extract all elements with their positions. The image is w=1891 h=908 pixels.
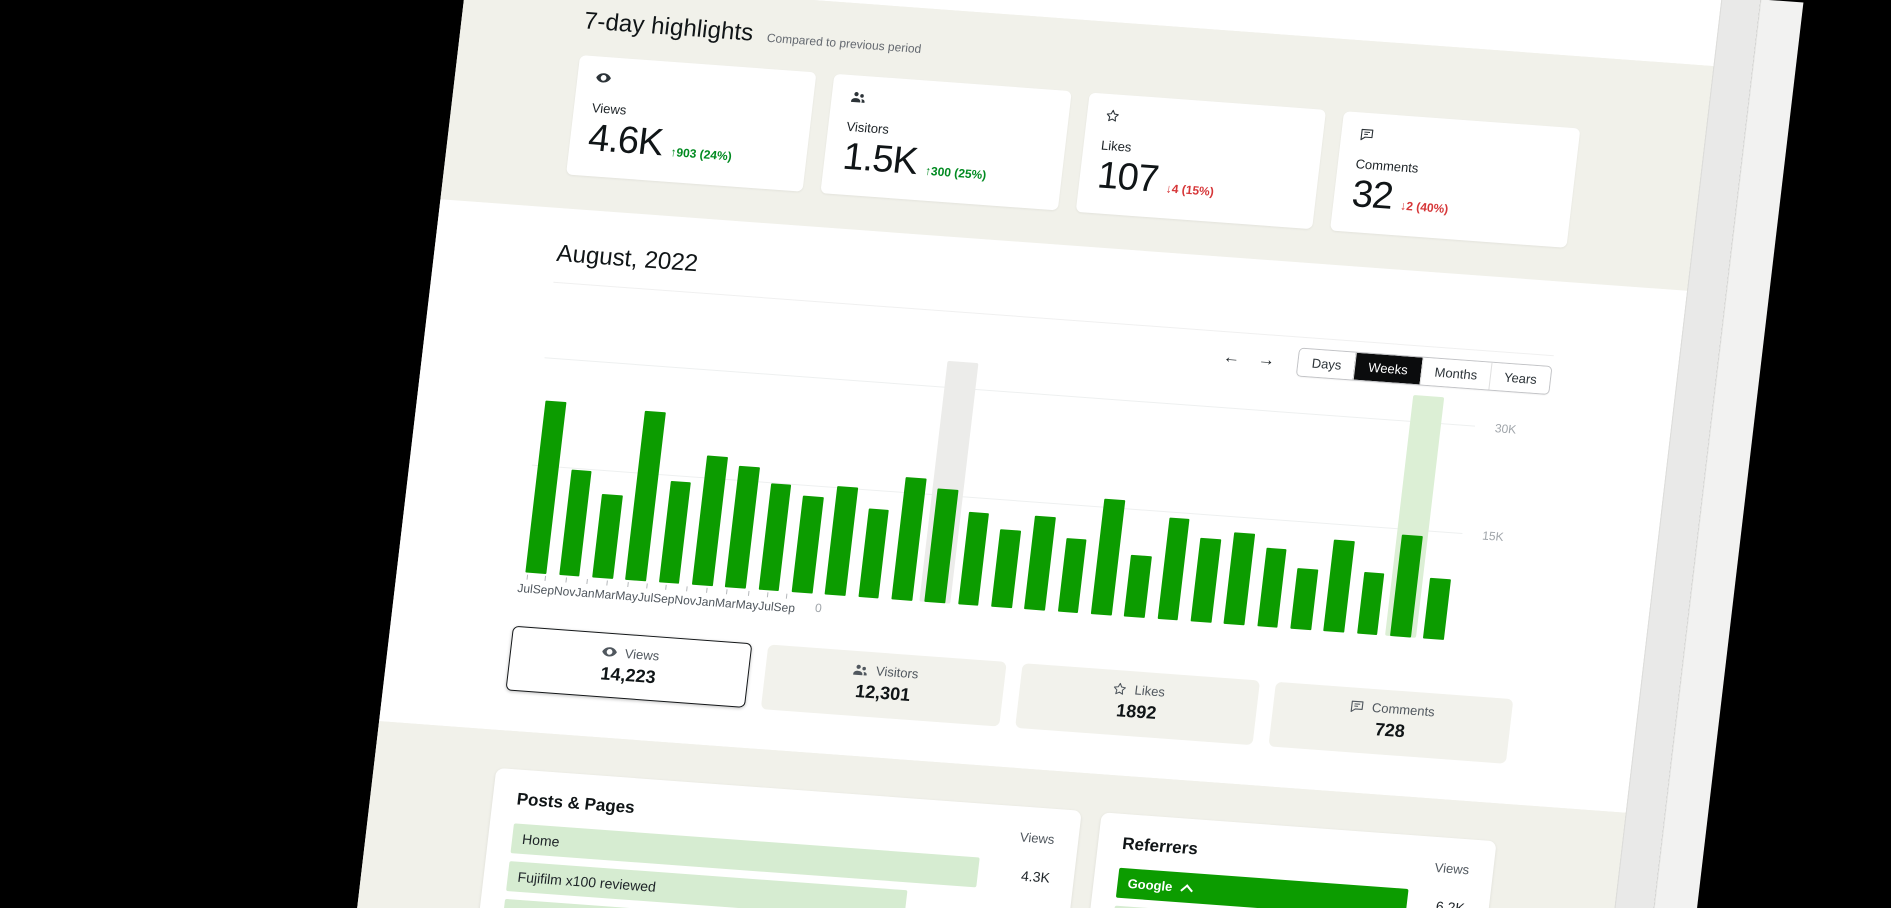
bar-aug20[interactable] [592,494,623,579]
bar-may22[interactable] [1290,568,1318,631]
chart-zero-label: 0 [814,600,823,616]
x-axis-tick [767,592,769,598]
bar-jun22[interactable] [1323,540,1355,633]
highlights-title: 7-day highlights [582,7,755,47]
metric-card-visitors[interactable]: Visitors 12,301 [761,644,1007,727]
bar-feb22[interactable] [1190,537,1221,623]
bar-oct21[interactable] [1057,537,1087,614]
bar-jan22[interactable] [1157,517,1190,621]
bar-jul21[interactable] [957,511,990,606]
chart-section: August, 2022 ← → Days Weeks Months Years 15… [379,199,1688,813]
referrer-row-views: 6.2K [1435,898,1466,908]
bar-dec21[interactable] [1123,554,1152,618]
referrer-row-bar: Google [1116,867,1409,908]
posts-pages-title: Posts & Pages [515,789,636,818]
period-tab-weeks[interactable]: Weeks [1352,352,1423,385]
highlights-cards-row: Views 4.6K ↑903 (24%) Visitors 1.5K ↑300 (25%… [566,55,1581,248]
highlight-card-delta: ↓2 (40%) [1399,198,1450,217]
x-axis-tick [726,589,729,595]
star-icon [1112,681,1129,697]
people-icon [849,89,1052,122]
metric-card-label: Comments [1371,699,1436,720]
y-axis-label-15k: 15K [1481,528,1505,544]
highlights-section: 7-day highlights Compared to previous pe… [440,0,1714,291]
highlight-card-comments: Comments 32 ↓2 (40%) [1329,111,1581,248]
bar-aug21[interactable] [991,529,1021,609]
period-tab-years[interactable]: Years [1488,362,1552,394]
x-axis-tick [627,582,630,588]
chevron-up-icon [1180,884,1193,897]
bar-apr22[interactable] [1256,547,1287,628]
highlights-subtitle: Compared to previous period [766,30,923,57]
post-row-views: 4.3K [1020,867,1051,886]
x-axis-tick [646,583,649,589]
star-icon [1103,108,1306,141]
metric-card-views[interactable]: Views 14,223 [505,625,753,708]
bar-jul22[interactable] [1356,571,1385,636]
posts-pages-card: Posts & Pages Views Home 4.3K Fujifilm x10… [473,767,1082,908]
eye-icon [601,644,619,660]
highlight-card-delta: ↓4 (15%) [1165,181,1215,199]
referrers-views-header: Views [1433,859,1471,878]
highlight-card-value: 107 [1095,154,1161,201]
x-axis-label-sep: Sep [772,593,796,620]
x-axis-tick [686,586,688,592]
comment-icon [1358,126,1561,159]
bar-feb21[interactable] [791,495,824,594]
referrers-card: Referrers Views Google 6.2K [1083,812,1497,908]
period-tab-group: Days Weeks Months Years [1296,347,1553,395]
comment-icon [1349,698,1366,714]
highlight-card-likes: Likes 107 ↓4 (15%) [1075,92,1326,230]
highlight-card-value: 1.5K [840,135,920,183]
metric-card-likes[interactable]: Likes 1892 [1014,663,1260,746]
referrers-title: Referrers [1121,833,1199,859]
metric-card-comments[interactable]: Comments 728 [1268,681,1514,764]
highlight-card-value: 32 [1349,173,1395,218]
post-row-label: Home [521,831,561,850]
highlight-card-views: Views 4.6K ↑903 (24%) [566,55,817,192]
bar-sep21[interactable] [1024,515,1056,611]
previous-period-button[interactable]: ← [1215,344,1249,370]
metric-summary-row: Views 14,223 Visitors 12,301 Likes 1892 Commen… [505,625,1514,764]
bar-apr21[interactable] [858,508,890,599]
x-axis-tick [606,580,608,586]
x-axis-tick [544,575,547,581]
people-icon [851,662,870,678]
x-axis-tick [586,578,588,585]
x-axis-tick [706,587,709,593]
period-tab-days[interactable]: Days [1297,348,1356,380]
y-axis-label-30k: 30K [1494,421,1517,438]
x-axis-tick [526,574,528,580]
x-axis-tick [785,593,787,599]
referrer-row-label: Google [1127,876,1193,897]
x-axis-tick [664,584,667,590]
stats-page: 7-day highlights Compared to previous pe… [320,0,1722,908]
next-period-button[interactable]: → [1250,347,1284,373]
bar-sep22[interactable] [1423,577,1451,640]
x-axis-label-may: May [614,581,640,609]
bar-oct20[interactable] [658,480,692,584]
highlight-card-delta: ↑903 (24%) [669,145,733,164]
highlight-card-visitors: Visitors 1.5K ↑300 (25%) [820,73,1072,211]
posts-pages-views-header: Views [1019,829,1056,847]
highlight-card-delta: ↑300 (25%) [924,163,988,183]
metric-card-label: Visitors [875,663,920,682]
bar-mar22[interactable] [1223,532,1255,626]
eye-icon [594,70,797,103]
rotated-page-wrap: 7-day highlights Compared to previous pe… [320,0,1804,908]
highlight-card-value: 4.6K [586,117,665,165]
period-tab-months[interactable]: Months [1419,357,1492,390]
x-axis-label-may: May [734,590,760,618]
x-axis-tick [748,590,750,596]
metric-card-label: Likes [1133,682,1166,700]
metric-card-label: Views [623,646,661,664]
x-axis-tick [565,577,568,583]
